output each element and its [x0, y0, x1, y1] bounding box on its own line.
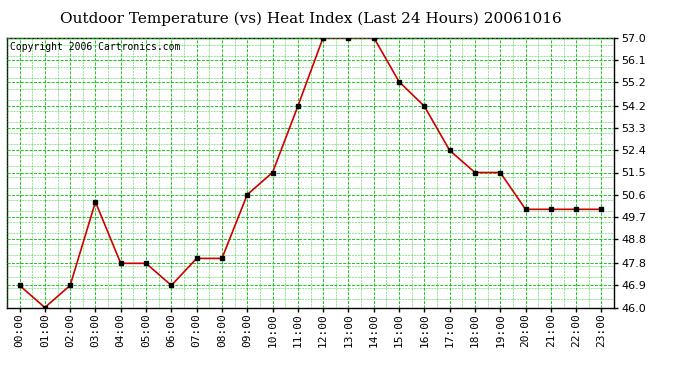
Text: Outdoor Temperature (vs) Heat Index (Last 24 Hours) 20061016: Outdoor Temperature (vs) Heat Index (Las… — [59, 11, 562, 26]
Text: Copyright 2006 Cartronics.com: Copyright 2006 Cartronics.com — [10, 42, 180, 51]
